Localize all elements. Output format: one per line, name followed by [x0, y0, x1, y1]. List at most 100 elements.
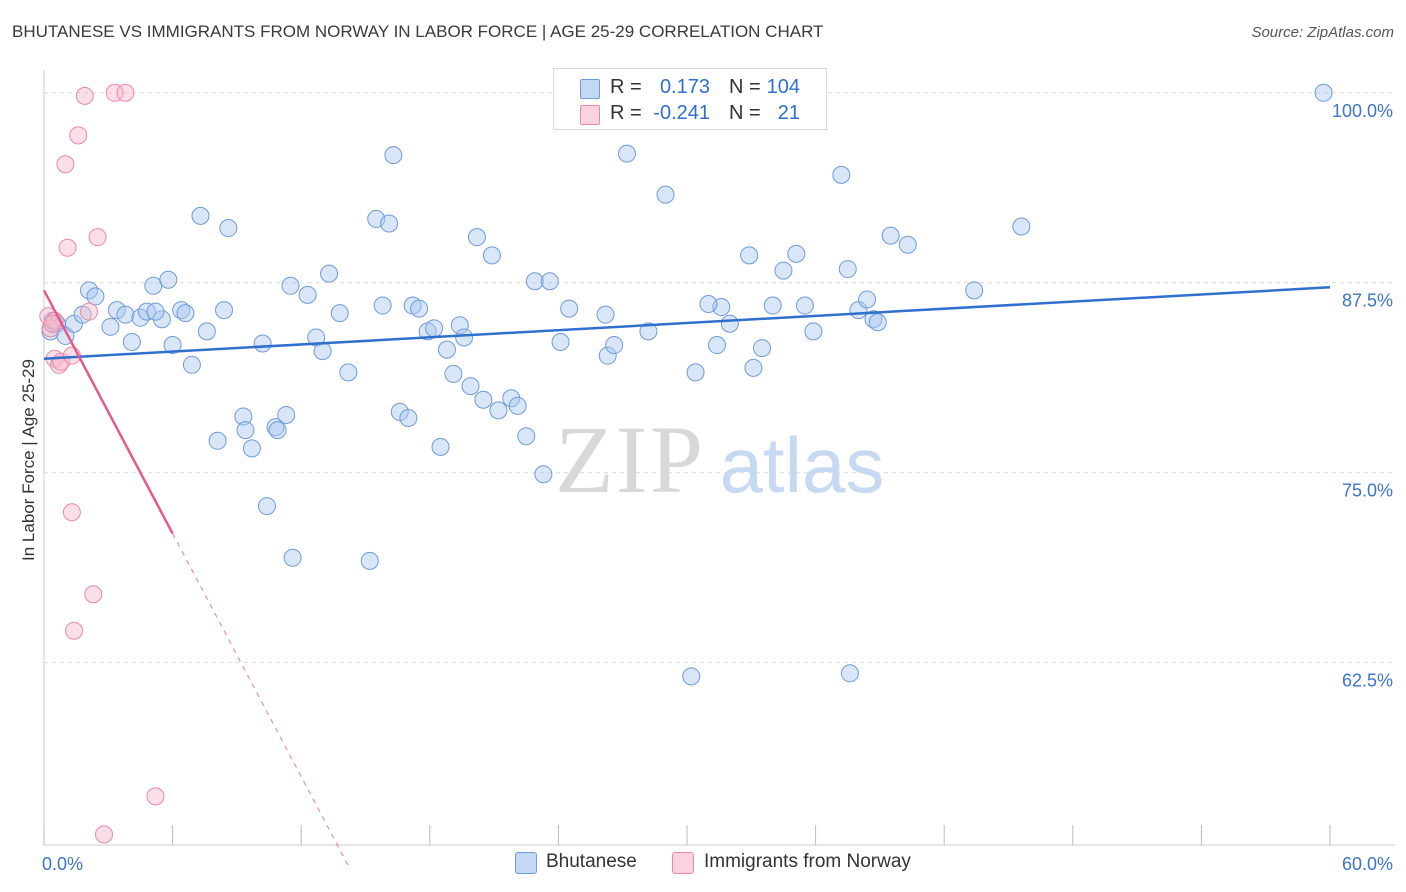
- point-bhutanese: [107, 301, 126, 320]
- point-bhutanese: [1012, 217, 1031, 236]
- swatch-norway: [580, 105, 600, 125]
- point-bhutanese: [795, 296, 814, 315]
- point-bhutanese: [560, 299, 579, 318]
- point-bhutanese: [639, 322, 658, 341]
- point-bhutanese: [502, 389, 521, 408]
- point-bhutanese: [740, 246, 759, 265]
- axis-labels: 100.0% 87.5% 75.0% 62.5% 0.0% 60.0% In Labor F…: [19, 101, 1393, 874]
- point-bhutanese: [182, 355, 201, 374]
- point-bhutanese: [159, 270, 178, 289]
- point-bhutanese: [656, 185, 675, 204]
- point-bhutanese: [455, 328, 474, 347]
- point-bhutanese: [163, 336, 182, 355]
- point-bhutanese: [1314, 83, 1333, 102]
- point-bhutanese: [277, 405, 296, 424]
- point-bhutanese: [858, 290, 877, 309]
- point-bhutanese: [598, 346, 617, 365]
- r-value: 0.173: [659, 76, 710, 98]
- point-bhutanese: [596, 305, 615, 324]
- series-legend: Bhutanese Immigrants from Norway: [0, 850, 1406, 878]
- point-bhutanese: [268, 421, 287, 440]
- point-bhutanese: [517, 427, 536, 446]
- point-norway: [65, 621, 84, 640]
- point-bhutanese: [234, 407, 253, 426]
- point-norway: [84, 585, 103, 604]
- point-bhutanese: [682, 667, 701, 686]
- point-bhutanese: [508, 396, 527, 415]
- watermark-atlas: atlas: [720, 421, 885, 509]
- point-bhutanese: [898, 235, 917, 254]
- y-tick-label: 75.0%: [1342, 481, 1393, 501]
- point-bhutanese: [410, 299, 429, 318]
- point-bhutanese: [686, 363, 705, 382]
- point-bhutanese: [540, 272, 559, 291]
- point-bhutanese: [965, 281, 984, 300]
- y-tick-label: 62.5%: [1342, 671, 1393, 691]
- point-bhutanese: [191, 206, 210, 225]
- point-bhutanese: [437, 340, 456, 359]
- swatch-bhutanese: [580, 79, 600, 99]
- point-bhutanese: [450, 316, 469, 335]
- y-axis-title: In Labor Force | Age 25-29: [19, 359, 38, 561]
- watermark: ZIP atlas: [555, 406, 884, 513]
- point-bhutanese: [617, 144, 636, 163]
- point-bhutanese: [283, 548, 302, 567]
- point-norway: [88, 228, 107, 247]
- point-bhutanese: [753, 339, 772, 358]
- point-norway: [56, 155, 75, 174]
- point-bhutanese: [763, 296, 782, 315]
- point-bhutanese: [708, 336, 727, 355]
- point-bhutanese: [699, 295, 718, 314]
- point-bhutanese: [197, 322, 216, 341]
- point-bhutanese: [215, 301, 234, 320]
- axes: [43, 70, 1395, 846]
- r-label: R =: [610, 76, 642, 98]
- point-bhutanese: [482, 246, 501, 265]
- point-norway: [75, 86, 94, 105]
- x-tick-label: 0.0%: [42, 854, 83, 874]
- point-bhutanese: [431, 437, 450, 456]
- point-bhutanese: [384, 146, 403, 165]
- grid-lines: [44, 92, 1395, 664]
- point-bhutanese: [444, 364, 463, 383]
- point-bhutanese: [266, 418, 285, 437]
- point-bhutanese: [86, 287, 105, 306]
- point-norway: [62, 503, 81, 522]
- point-bhutanese: [242, 439, 261, 458]
- point-bhutanese: [881, 226, 900, 245]
- point-bhutanese: [144, 276, 163, 295]
- point-bhutanese: [298, 285, 317, 304]
- point-bhutanese: [152, 310, 171, 329]
- point-bhutanese: [425, 319, 444, 338]
- point-bhutanese: [551, 333, 570, 352]
- point-bhutanese: [534, 465, 553, 484]
- trend-line-norway-extension: [172, 533, 349, 867]
- point-bhutanese: [257, 497, 276, 516]
- point-norway: [50, 355, 69, 374]
- point-norway: [58, 238, 77, 257]
- y-tick-label: 87.5%: [1342, 291, 1393, 311]
- point-bhutanese: [373, 296, 392, 315]
- r-label: R =: [610, 102, 642, 124]
- point-norway: [95, 825, 114, 844]
- stats-row-bhutanese: R = 0.173 N = 104: [554, 74, 826, 100]
- point-bhutanese: [832, 165, 851, 184]
- point-bhutanese: [399, 408, 418, 427]
- point-bhutanese: [474, 390, 493, 409]
- point-bhutanese: [489, 401, 508, 420]
- trend-line-norway: [42, 289, 174, 535]
- y-tick-label: 100.0%: [1332, 101, 1393, 121]
- point-bhutanese: [320, 264, 339, 283]
- point-norway: [146, 787, 165, 806]
- chart-title: BHUTANESE VS IMMIGRANTS FROM NORWAY IN L…: [12, 22, 824, 41]
- point-bhutanese: [253, 334, 272, 353]
- stats-legend: R = 0.173 N = 104 R = -0.241 N = 21: [553, 68, 827, 130]
- point-bhutanese: [868, 313, 887, 332]
- data-points: [39, 83, 1333, 844]
- point-bhutanese: [116, 305, 135, 324]
- stats-row-norway: R = -0.241 N = 21: [554, 100, 826, 126]
- n-label: N =: [729, 102, 761, 124]
- point-bhutanese: [605, 336, 624, 355]
- point-bhutanese: [525, 272, 544, 291]
- point-bhutanese: [313, 342, 332, 361]
